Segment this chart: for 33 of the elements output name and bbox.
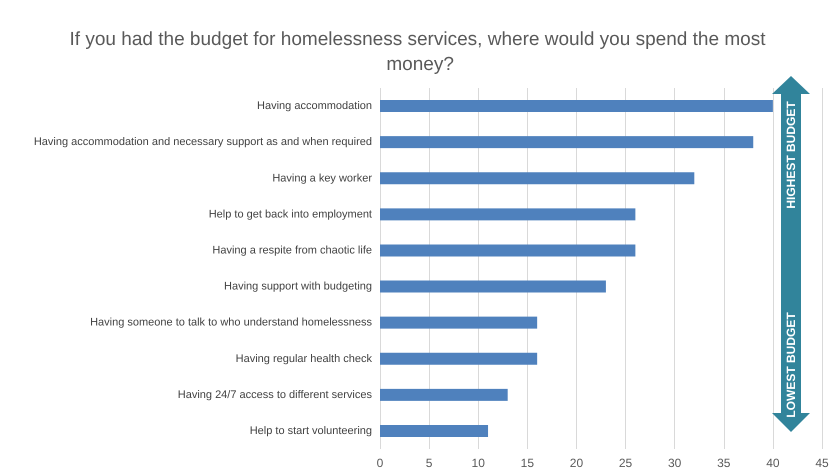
y-tick-label: Having accommodation <box>257 100 372 112</box>
bar <box>380 280 606 293</box>
bar <box>380 100 773 112</box>
x-tick-label: 20 <box>570 456 584 470</box>
y-tick-label: Having accommodation and necessary support as and when required <box>34 136 372 148</box>
annotation: HIGHEST BUDGET <box>784 100 798 209</box>
chart-title: If you had the budget for homelessness services, where would you spend the most money? <box>69 29 766 75</box>
bar <box>380 352 538 365</box>
y-tick-label: Having a key worker <box>272 172 372 184</box>
y-tick-label: Having a respite from chaotic life <box>212 244 372 256</box>
y-tick-label: Having 24/7 access to different services <box>178 388 372 401</box>
bar <box>380 172 694 184</box>
y-tick-label: Help to get back into employment <box>208 208 372 220</box>
bar <box>380 208 636 220</box>
x-tick-label: 0 <box>376 456 384 470</box>
x-tick-label: 35 <box>717 456 731 470</box>
y-tick-label: Having someone to talk to who understand homelessness <box>90 316 372 329</box>
annotation: LOWEST BUDGET <box>784 312 798 418</box>
bar <box>380 388 508 401</box>
bar <box>380 136 754 148</box>
bar <box>380 316 538 329</box>
y-tick-label: Having regular health check <box>236 352 372 365</box>
y-tick-label: Having support with budgeting <box>224 280 372 293</box>
y-tick-label: Help to start volunteering <box>250 424 372 437</box>
x-tick-label: 25 <box>618 456 633 470</box>
x-tick-label: 45 <box>815 456 829 470</box>
x-tick-label: 30 <box>668 456 682 470</box>
x-tick-label: 10 <box>472 456 486 470</box>
x-tick-label: 5 <box>426 456 433 470</box>
x-tick-label: 40 <box>766 456 780 470</box>
bar <box>380 424 488 437</box>
bar <box>380 244 636 256</box>
x-tick-label: 15 <box>520 456 534 470</box>
